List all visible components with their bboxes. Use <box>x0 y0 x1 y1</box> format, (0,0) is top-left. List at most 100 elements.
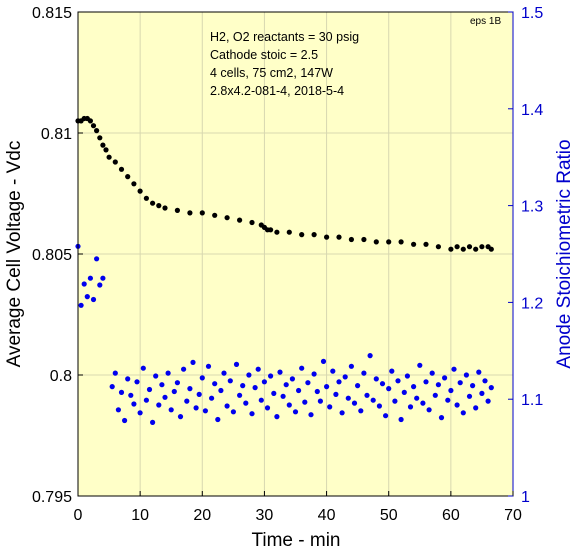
anode-stoic-point <box>246 372 252 378</box>
anode-stoic-point <box>392 398 398 404</box>
anode-stoic-point <box>345 395 351 401</box>
x-tick-label: 30 <box>256 507 274 524</box>
anode-stoic-point <box>479 390 485 396</box>
anode-stoic-point <box>404 373 410 379</box>
anode-stoic-point <box>268 373 274 379</box>
anode-stoic-point <box>401 389 407 395</box>
cell-voltage-point <box>212 212 218 218</box>
anode-stoic-point <box>432 392 438 398</box>
anode-stoic-point <box>398 416 404 423</box>
anode-stoic-point <box>414 395 420 401</box>
cell-voltage-point <box>448 246 454 252</box>
anode-stoic-point <box>184 398 190 404</box>
x-tick-label: 10 <box>131 507 149 524</box>
anode-stoic-point <box>376 403 382 409</box>
anode-stoic-point <box>395 378 401 384</box>
anode-stoic-point <box>218 387 224 394</box>
anode-stoic-point <box>426 407 432 413</box>
anode-stoic-point <box>438 415 445 421</box>
anode-stoic-point <box>488 385 494 391</box>
anode-stoic-point <box>370 397 376 403</box>
anode-stoic-point <box>125 376 131 382</box>
anode-stoic-point <box>146 386 153 393</box>
anode-stoic-point <box>122 417 128 424</box>
anode-stoic-point <box>330 368 336 374</box>
anode-stoic-point <box>442 375 448 381</box>
cell-voltage-point <box>423 241 429 247</box>
anode-stoic-point <box>417 362 423 368</box>
cell-voltage-point <box>324 234 330 240</box>
anode-stoic-point <box>153 373 159 379</box>
cell-voltage-point <box>150 200 156 206</box>
anode-stoic-point <box>423 379 429 385</box>
anode-stoic-point <box>81 281 87 287</box>
y-left-axis-title: Average Cell Voltage - Vdc <box>4 141 25 368</box>
cell-voltage-point <box>118 166 125 172</box>
anode-stoic-point <box>140 365 146 371</box>
tick-layer: 0 10 20 30 40 50 60 70 0.795 0.8 0.805 0.81 0.815 1 1.… <box>32 5 543 524</box>
y-left-tick-label: 0.8 <box>50 368 72 385</box>
anode-stoic-point <box>261 379 267 385</box>
anode-stoic-point <box>258 397 264 403</box>
anode-stoic-point <box>215 416 221 423</box>
anode-stoic-point <box>193 405 199 411</box>
anode-stoic-point <box>174 380 180 386</box>
cell-voltage-point <box>249 219 255 226</box>
anode-stoic-point <box>327 404 333 410</box>
anode-stoic-point <box>351 400 358 406</box>
anode-stoic-point <box>84 294 90 300</box>
grid-lines <box>78 12 513 496</box>
anode-stoic-point <box>389 368 395 374</box>
anode-stoic-point <box>311 371 317 377</box>
anode-stoic-point <box>379 381 386 387</box>
series-layer <box>75 115 494 425</box>
anode-stoic-point <box>271 390 277 396</box>
anode-stoic-point <box>457 380 463 386</box>
anode-stoic-point <box>199 375 205 381</box>
y-right-tick-label: 1.4 <box>521 102 543 119</box>
annotation-line-4: 2.8x4.2-081-4, 2018-5-4 <box>210 84 344 98</box>
y-right-tick-label: 1 <box>521 489 530 506</box>
anode-stoic-point <box>171 388 177 395</box>
cell-voltage-point <box>143 195 149 201</box>
anode-stoic-point <box>137 410 143 416</box>
cell-voltage-point <box>137 188 143 194</box>
anode-stoic-point <box>97 282 103 288</box>
anode-stoic-point <box>230 409 236 415</box>
anode-stoic-point <box>212 381 218 387</box>
anode-stoic-point <box>94 256 100 262</box>
anode-stoic-point <box>473 405 479 411</box>
anode-stoic-point <box>429 370 435 376</box>
anode-stoic-point <box>115 407 121 413</box>
anode-stoic-point <box>187 386 193 392</box>
anode-stoic-point <box>252 385 258 391</box>
cell-voltage-point <box>435 244 441 250</box>
cell-voltage-point <box>156 203 162 209</box>
anode-stoic-point <box>227 378 233 384</box>
y-right-tick-label: 1.2 <box>521 295 543 312</box>
anode-stoic-point <box>448 387 454 394</box>
anode-stoic-point <box>190 359 196 365</box>
anode-stoic-point <box>165 370 171 376</box>
annotation-line-1: H2, O2 reactants = 30 psig <box>210 30 359 44</box>
anode-stoic-point <box>109 384 115 390</box>
anode-stoic-point <box>386 386 392 392</box>
anode-stoic-point <box>333 391 339 397</box>
cell-voltage-point <box>97 135 103 141</box>
cell-voltage-point <box>199 210 205 216</box>
cell-voltage-point <box>488 246 494 252</box>
cell-voltage-point <box>87 118 93 124</box>
x-tick-label: 0 <box>74 507 83 524</box>
x-tick-label: 40 <box>318 507 336 524</box>
anode-stoic-point <box>100 275 106 281</box>
anode-stoic-point <box>150 419 156 425</box>
cell-voltage-point <box>361 236 367 243</box>
eps-tag: eps 1B <box>470 16 501 27</box>
anode-stoic-point <box>131 401 137 407</box>
cell-voltage-point <box>268 227 274 233</box>
cell-voltage-point <box>112 159 118 165</box>
anode-stoic-point <box>454 402 460 408</box>
anode-stoic-point <box>143 397 149 403</box>
y-right-tick-label: 1.5 <box>521 5 543 22</box>
